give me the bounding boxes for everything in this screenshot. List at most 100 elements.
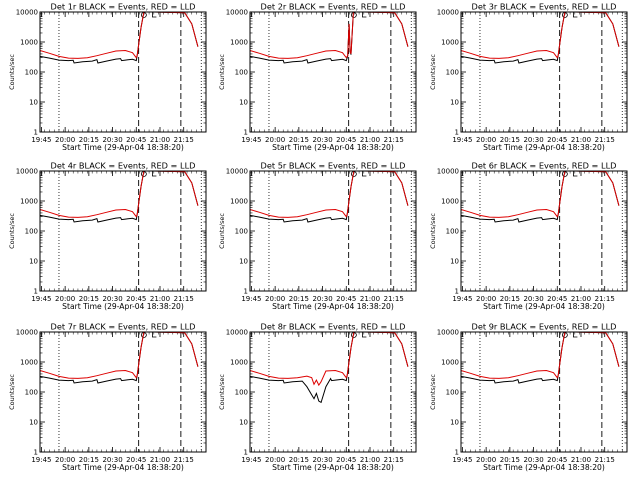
x-tick-label: 21:00 — [150, 136, 170, 144]
panel-title: Det 9r BLACK = Events, RED = LLD — [472, 322, 617, 332]
y-tick-label: 10000 — [437, 9, 459, 17]
x-tick-label: 20:30 — [312, 456, 332, 464]
panel-title: Det 2r BLACK = Events, RED = LLD — [261, 2, 406, 12]
lld-series-line — [461, 171, 620, 218]
series-group — [40, 332, 199, 384]
x-tick-label: 21:00 — [360, 295, 380, 303]
lld-series-line — [461, 12, 620, 59]
y-axis-label: Counts/sec — [8, 374, 16, 410]
y-tick-label: 10 — [239, 419, 248, 427]
events-series-line — [40, 171, 199, 223]
y-tick-label: 1000 — [20, 198, 38, 206]
chart-panel-6: Det 6r BLACK = Events, RED = LLD Counts/s… — [429, 161, 628, 311]
y-tick-label: 10 — [29, 419, 38, 427]
chart-panel-9: Det 9r BLACK = Events, RED = LLD Counts/s… — [429, 322, 628, 472]
y-tick-label: 1 — [34, 129, 38, 137]
panel-title: Det 8r BLACK = Events, RED = LLD — [261, 322, 406, 332]
y-tick-label: 10 — [239, 99, 248, 107]
events-series-line — [461, 12, 620, 64]
y-tick-label: 1 — [34, 288, 38, 296]
y-tick-label: 100 — [25, 389, 38, 397]
x-tick-label: 20:00 — [55, 295, 75, 303]
y-tick-label: 1 — [244, 449, 248, 457]
x-axis-label: Start Time (29-Apr-04 18:38:20) — [272, 463, 394, 472]
plot-frame — [249, 170, 417, 292]
x-tick-label: 19:45 — [241, 295, 261, 303]
x-tick-label: 20:00 — [265, 456, 285, 464]
y-tick-label: 1000 — [20, 359, 38, 367]
lld-series-line — [40, 171, 199, 218]
y-tick-label: 1 — [244, 288, 248, 296]
x-axis-label: Start Time (29-Apr-04 18:38:20) — [62, 302, 184, 311]
y-tick-label: 1 — [455, 129, 459, 137]
lld-series-line — [461, 332, 620, 379]
events-series-line — [461, 171, 620, 223]
x-tick-label: 20:00 — [265, 136, 285, 144]
y-axis-label: Counts/sec — [218, 374, 226, 410]
x-tick-label: 20:30 — [102, 136, 122, 144]
y-tick-label: 100 — [446, 389, 459, 397]
x-tick-label: 19:45 — [452, 136, 472, 144]
x-axis-label: Start Time (29-Apr-04 18:38:20) — [483, 302, 605, 311]
x-tick-label: 20:15 — [79, 295, 99, 303]
marker-l — [152, 332, 157, 338]
x-tick-label: 20:15 — [79, 456, 99, 464]
marker-l — [362, 12, 367, 18]
y-tick-label: 1000 — [230, 198, 248, 206]
x-axis-label: Start Time (29-Apr-04 18:38:20) — [483, 143, 605, 152]
x-tick-label: 20:15 — [500, 295, 520, 303]
x-tick-label: 19:45 — [31, 136, 51, 144]
y-axis-label: Counts/sec — [218, 54, 226, 90]
y-tick-label: 10000 — [16, 168, 38, 176]
panel-title: Det 3r BLACK = Events, RED = LLD — [472, 2, 617, 12]
plot-frame — [249, 331, 417, 453]
x-tick-label: 20:30 — [312, 136, 332, 144]
panel-title: Det 7r BLACK = Events, RED = LLD — [51, 322, 196, 332]
x-tick-label: 19:45 — [241, 456, 261, 464]
series-group — [461, 332, 620, 384]
series-group — [40, 171, 199, 223]
series-group — [461, 171, 620, 223]
chart-panel-4: Det 4r BLACK = Events, RED = LLD Counts/s… — [8, 161, 207, 311]
x-tick-label: 20:00 — [55, 136, 75, 144]
x-tick-label: 20:45 — [547, 456, 567, 464]
events-series-line — [40, 12, 199, 64]
y-tick-label: 10000 — [437, 329, 459, 337]
y-tick-label: 1 — [244, 129, 248, 137]
events-series-line — [461, 332, 620, 384]
x-tick-label: 21:15 — [595, 456, 615, 464]
x-axis-label: Start Time (29-Apr-04 18:38:20) — [272, 302, 394, 311]
x-tick-label: 20:00 — [265, 295, 285, 303]
x-tick-label: 21:00 — [571, 456, 591, 464]
chart-panel-7: Det 7r BLACK = Events, RED = LLD Counts/s… — [8, 322, 207, 472]
y-tick-label: 100 — [446, 228, 459, 236]
marker-o — [350, 12, 357, 18]
x-tick-label: 21:00 — [150, 295, 170, 303]
x-tick-label: 20:30 — [102, 295, 122, 303]
x-tick-label: 20:45 — [126, 136, 146, 144]
x-tick-label: 19:45 — [452, 456, 472, 464]
marker-l — [362, 332, 367, 338]
y-tick-label: 1 — [455, 288, 459, 296]
x-tick-label: 19:45 — [452, 295, 472, 303]
y-axis-label: Counts/sec — [8, 54, 16, 90]
marker-l — [573, 171, 578, 177]
y-tick-label: 10000 — [16, 9, 38, 17]
marker-l — [362, 171, 367, 177]
series-group — [40, 12, 199, 64]
x-tick-label: 20:30 — [523, 456, 543, 464]
y-tick-label: 10000 — [226, 168, 248, 176]
y-axis-label: Counts/sec — [429, 54, 437, 90]
panel-title: Det 5r BLACK = Events, RED = LLD — [261, 161, 406, 171]
series-group — [250, 171, 409, 223]
y-tick-label: 1000 — [441, 359, 459, 367]
y-tick-label: 100 — [235, 69, 248, 77]
y-tick-label: 1000 — [230, 359, 248, 367]
events-series-line — [250, 12, 409, 64]
y-tick-label: 1 — [455, 449, 459, 457]
x-tick-label: 21:00 — [150, 456, 170, 464]
y-tick-label: 10000 — [16, 329, 38, 337]
marker-l — [573, 12, 578, 18]
x-tick-label: 20:00 — [476, 295, 496, 303]
chart-panel-8: Det 8r BLACK = Events, RED = LLD Counts/s… — [218, 322, 417, 472]
